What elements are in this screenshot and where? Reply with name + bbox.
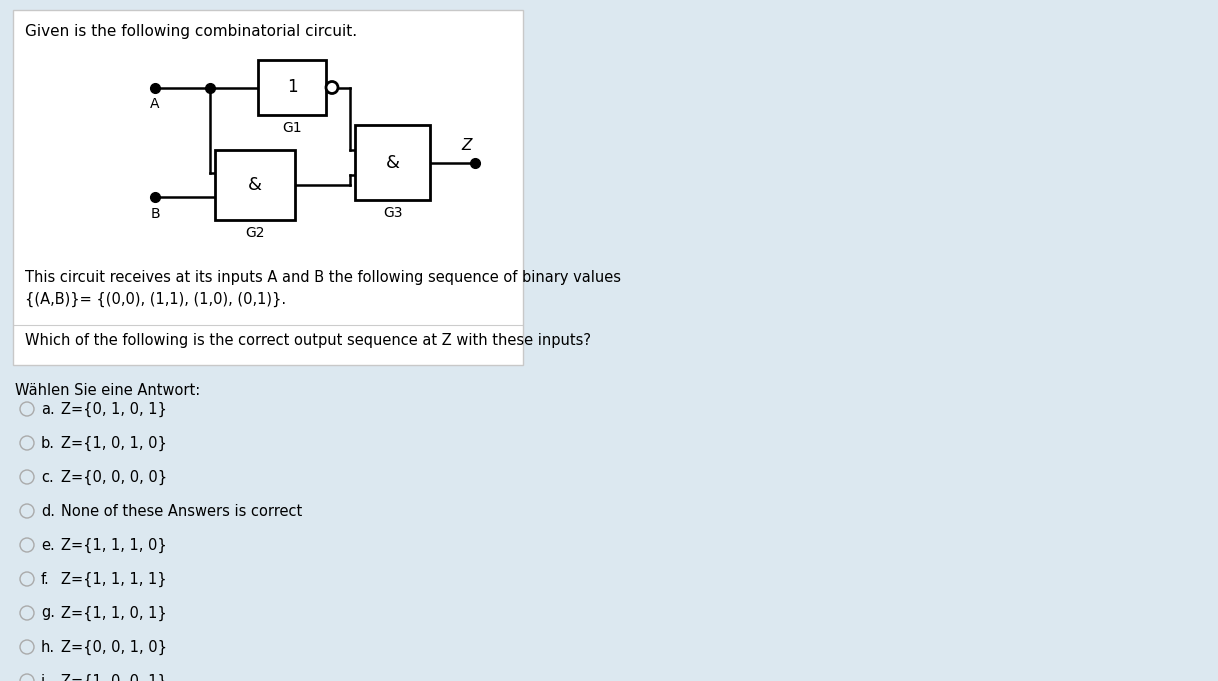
- Text: b.: b.: [41, 436, 55, 451]
- Text: G3: G3: [382, 206, 402, 220]
- Text: a.: a.: [41, 402, 55, 417]
- Circle shape: [19, 640, 34, 654]
- Circle shape: [19, 674, 34, 681]
- Circle shape: [19, 470, 34, 484]
- Text: Z={1, 0, 0, 1}: Z={1, 0, 0, 1}: [61, 674, 167, 681]
- Text: Z={1, 1, 1, 0}: Z={1, 1, 1, 0}: [61, 537, 167, 552]
- Text: e.: e.: [41, 537, 55, 552]
- Text: Z={1, 1, 0, 1}: Z={1, 1, 0, 1}: [61, 605, 167, 620]
- Bar: [13, 10, 523, 365]
- Text: Wählen Sie eine Antwort:: Wählen Sie eine Antwort:: [15, 383, 200, 398]
- Circle shape: [19, 572, 34, 586]
- Text: This circuit receives at its inputs A and B the following sequence of binary val: This circuit receives at its inputs A an…: [26, 270, 621, 285]
- Bar: [258, 60, 326, 115]
- Text: G1: G1: [283, 121, 302, 135]
- Text: Z={1, 1, 1, 1}: Z={1, 1, 1, 1}: [61, 571, 167, 586]
- Text: B: B: [150, 206, 160, 221]
- Text: {(A,B)}= {(0,0), (1,1), (1,0), (0,1)}.: {(A,B)}= {(0,0), (1,1), (1,0), (0,1)}.: [26, 292, 286, 307]
- Text: f.: f.: [41, 571, 50, 586]
- Text: &: &: [386, 153, 400, 172]
- Text: &: &: [248, 176, 262, 194]
- Circle shape: [19, 402, 34, 416]
- Circle shape: [19, 504, 34, 518]
- Text: Z={0, 0, 0, 0}: Z={0, 0, 0, 0}: [61, 469, 167, 485]
- Text: h.: h.: [41, 639, 55, 654]
- Text: A: A: [150, 97, 160, 112]
- Text: None of these Answers is correct: None of these Answers is correct: [61, 503, 302, 518]
- Text: Z={1, 0, 1, 0}: Z={1, 0, 1, 0}: [61, 435, 167, 451]
- Text: Z={0, 1, 0, 1}: Z={0, 1, 0, 1}: [61, 401, 167, 417]
- Text: Given is the following combinatorial circuit.: Given is the following combinatorial cir…: [26, 24, 357, 39]
- Text: Z: Z: [462, 138, 473, 153]
- Text: d.: d.: [41, 503, 55, 518]
- Text: i.: i.: [41, 674, 50, 681]
- Circle shape: [326, 82, 339, 93]
- Text: 1: 1: [286, 78, 297, 97]
- Text: c.: c.: [41, 469, 54, 484]
- Text: Which of the following is the correct output sequence at Z with these inputs?: Which of the following is the correct ou…: [26, 333, 591, 348]
- Circle shape: [19, 606, 34, 620]
- Bar: [216, 150, 295, 220]
- Text: g.: g.: [41, 605, 55, 620]
- Text: Z={0, 0, 1, 0}: Z={0, 0, 1, 0}: [61, 639, 167, 654]
- Bar: [354, 125, 430, 200]
- Circle shape: [19, 436, 34, 450]
- Circle shape: [19, 538, 34, 552]
- Text: G2: G2: [245, 226, 264, 240]
